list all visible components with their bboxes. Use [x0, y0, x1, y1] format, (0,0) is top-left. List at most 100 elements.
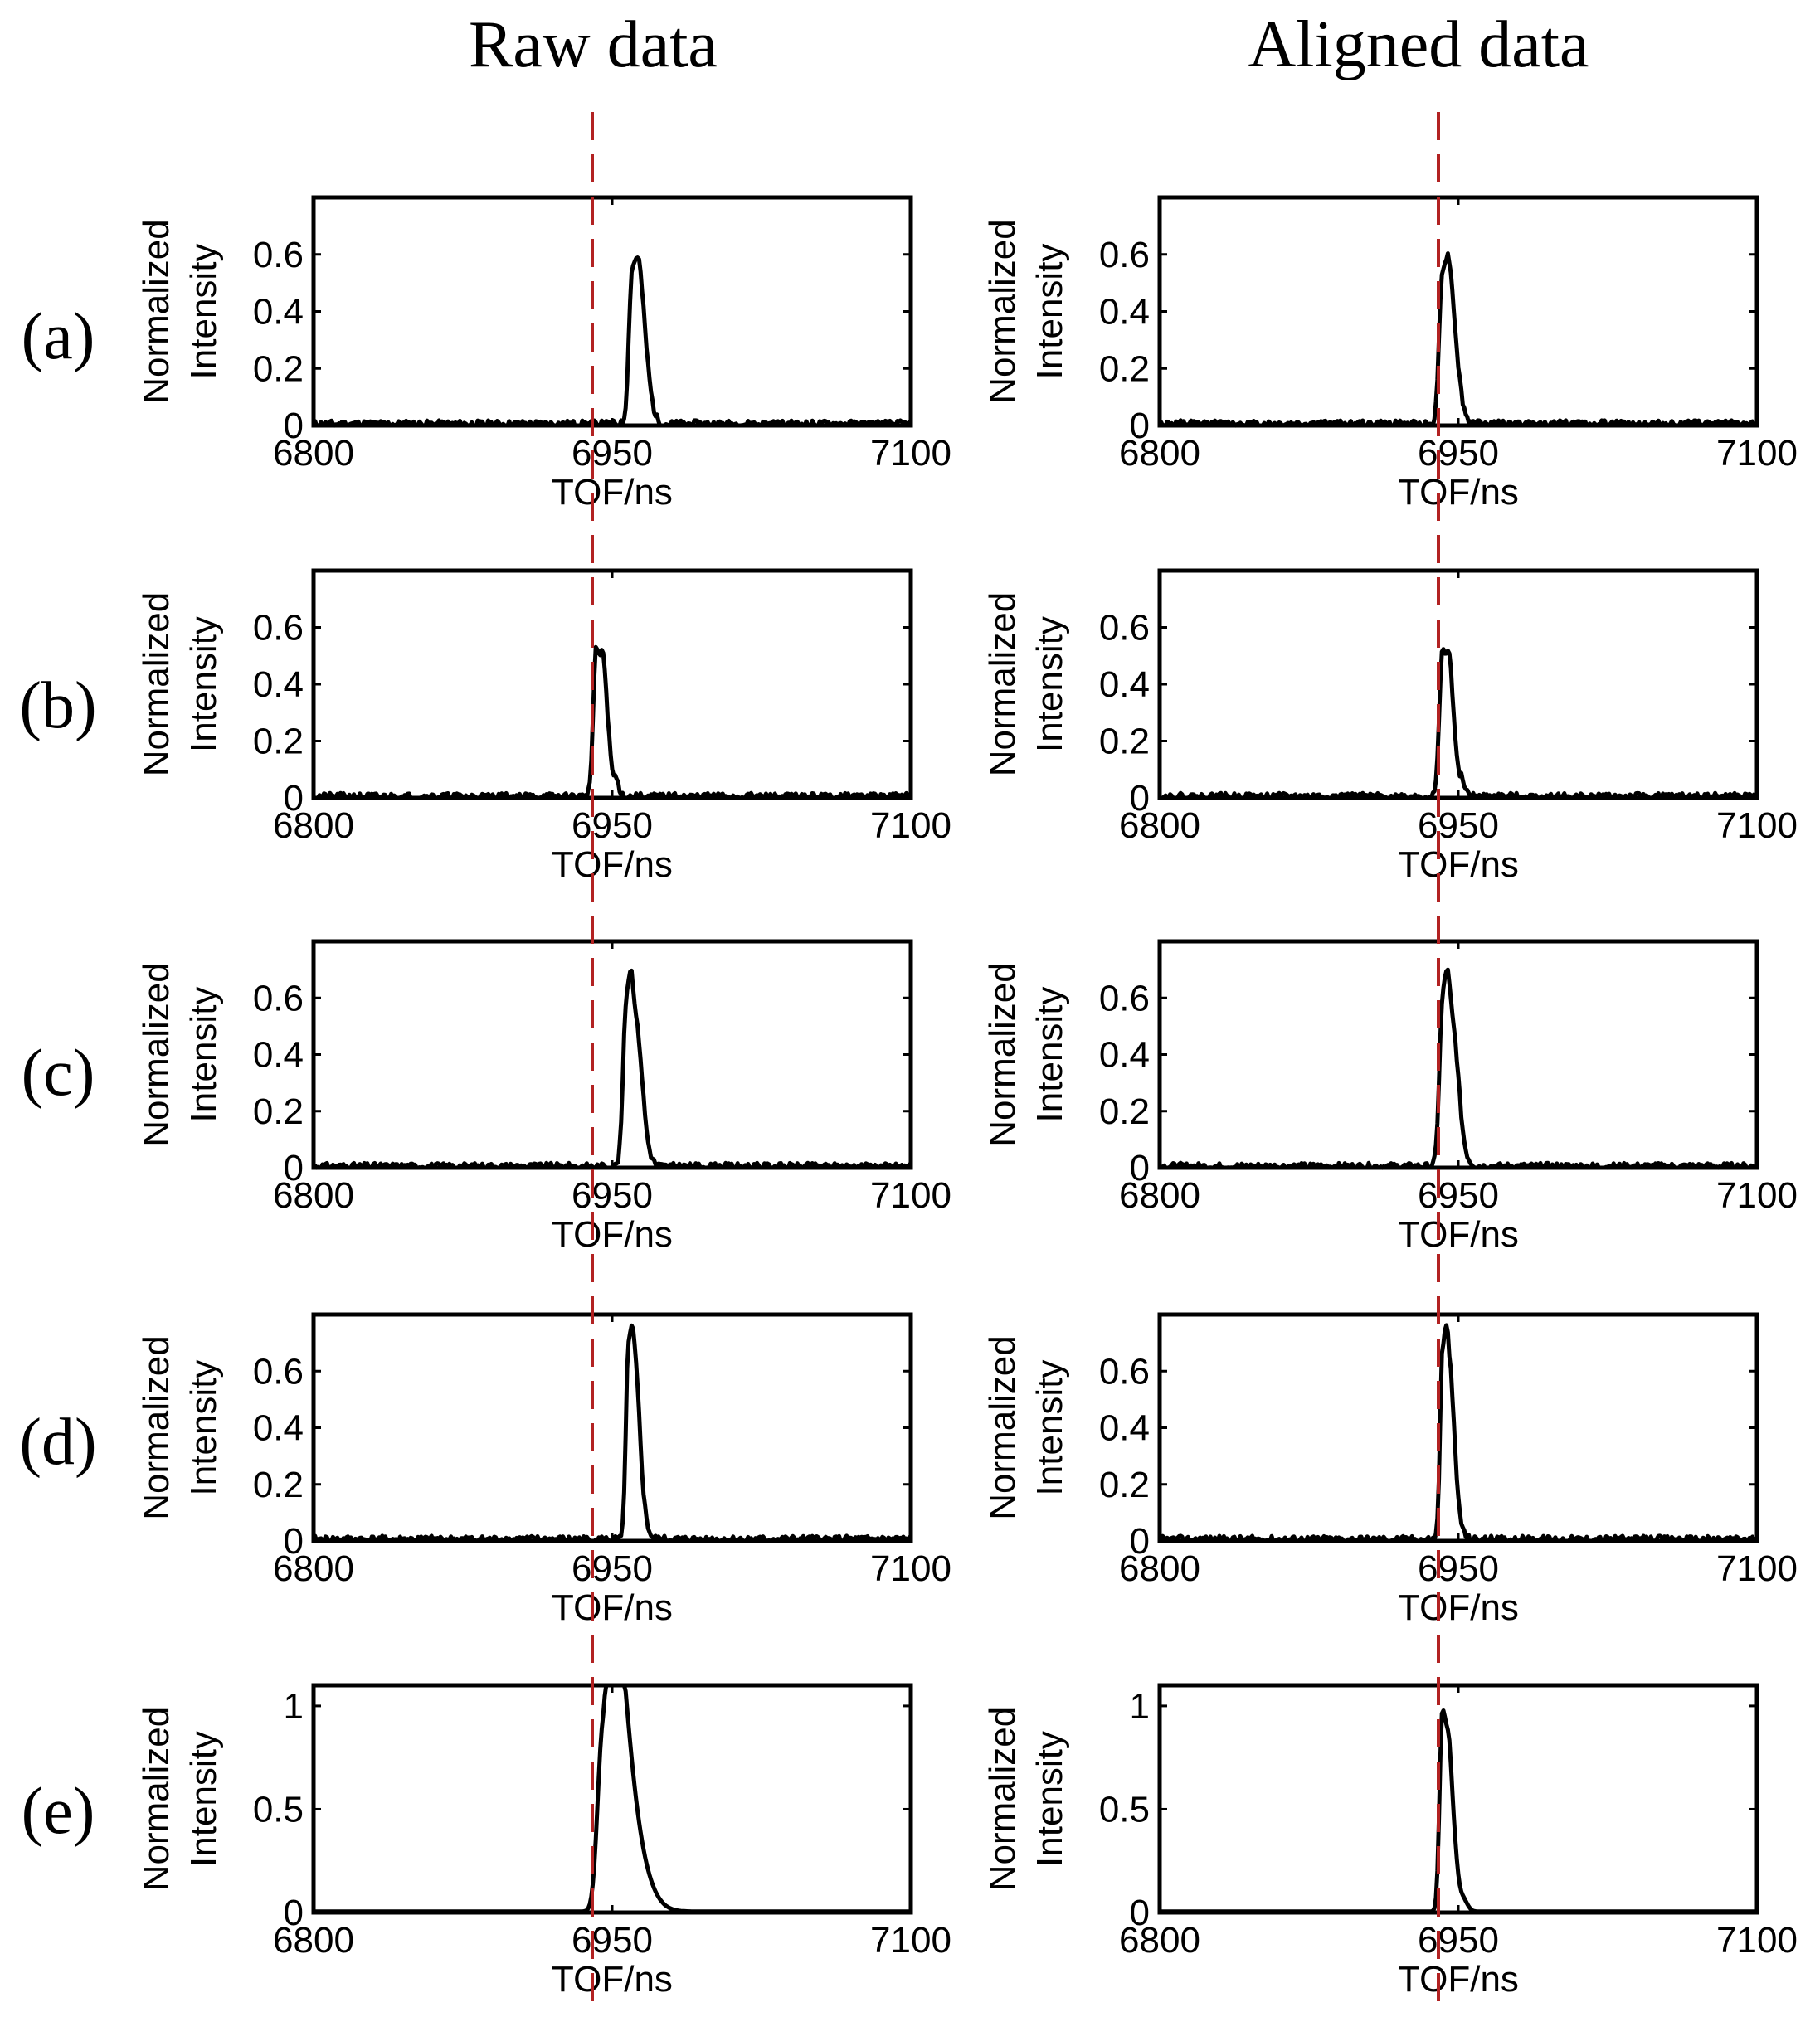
y-axis-label-aligned-b-0: Normalized: [982, 592, 1023, 777]
x-tick-label-raw-e-2: 7100: [870, 1920, 951, 1961]
y-tick-label-raw-b-2: 0.4: [253, 664, 304, 705]
x-tick-label-raw-b-0: 6800: [273, 805, 354, 846]
x-tick-label-raw-a-0: 6800: [273, 433, 354, 474]
y-tick-label-aligned-b-2: 0.4: [1099, 664, 1150, 705]
y-axis-label-aligned-a-0: Normalized: [982, 219, 1023, 404]
x-tick-label-aligned-e-0: 6800: [1119, 1920, 1200, 1961]
y-tick-label-raw-a-1: 0.2: [253, 348, 304, 389]
x-tick-label-aligned-c-0: 6800: [1119, 1175, 1200, 1216]
y-tick-label-raw-e-2: 1: [284, 1686, 304, 1727]
y-tick-label-aligned-c-1: 0.2: [1099, 1091, 1150, 1132]
series-line-raw-d: [311, 1323, 913, 1543]
y-tick-label-raw-b-0: 0: [284, 778, 304, 819]
axes-frame-raw-c: [311, 939, 913, 1170]
x-tick-label-aligned-a-0: 6800: [1119, 433, 1200, 474]
axes-frame-raw-e: [311, 1683, 913, 1915]
panel-raw-e: 6800 6950 7100 0 0.5 1 TOF/ns Normalized Intensi…: [136, 1683, 951, 2000]
y-axis-label-aligned-c-1: Intensity: [1029, 987, 1070, 1123]
series-line-aligned-a: [1157, 251, 1759, 428]
y-tick-label-raw-d-3: 0.6: [253, 1351, 304, 1392]
row-label-a: (a): [22, 300, 95, 373]
y-tick-label-aligned-d-0: 0: [1130, 1521, 1150, 1562]
x-tick-label-raw-d-0: 6800: [273, 1548, 354, 1589]
x-axis-label-aligned-b: TOF/ns: [1398, 844, 1519, 885]
y-tick-label-aligned-c-2: 0.4: [1099, 1035, 1150, 1076]
x-tick-label-aligned-c-1: 6950: [1418, 1175, 1499, 1216]
panel-aligned-e: 6800 6950 7100 0 0.5 1 TOF/ns Normalized Intensi…: [982, 1683, 1798, 2000]
y-tick-label-raw-c-1: 0.2: [253, 1091, 304, 1132]
y-axis-label-raw-a-1: Intensity: [183, 244, 224, 380]
y-tick-label-aligned-e-2: 1: [1130, 1686, 1150, 1727]
y-tick-label-aligned-a-1: 0.2: [1099, 348, 1150, 389]
y-tick-label-aligned-b-1: 0.2: [1099, 722, 1150, 762]
panel-aligned-c: 6800 6950 7100 0 0.2 0.4 0.6 TOF/ns Normalized In…: [982, 939, 1798, 1255]
series-line-aligned-c: [1157, 967, 1759, 1170]
y-tick-label-raw-d-0: 0: [284, 1521, 304, 1562]
series-line-aligned-e: [1157, 1708, 1759, 1914]
y-tick-label-raw-d-2: 0.4: [253, 1408, 304, 1449]
y-axis-label-raw-a-0: Normalized: [136, 219, 177, 404]
x-tick-label-aligned-b-1: 6950: [1418, 805, 1499, 846]
row-label-d: (d): [19, 1406, 96, 1479]
panel-raw-b: 6800 6950 7100 0 0.2 0.4 0.6 TOF/ns Normalized In…: [136, 568, 951, 885]
x-tick-label-raw-a-1: 6950: [572, 433, 653, 474]
x-axis-label-aligned-e: TOF/ns: [1398, 1959, 1519, 2000]
y-tick-label-raw-b-3: 0.6: [253, 608, 304, 649]
x-tick-label-aligned-d-1: 6950: [1418, 1548, 1499, 1589]
y-tick-label-aligned-e-0: 0: [1130, 1893, 1150, 1933]
series-line-raw-c: [311, 968, 913, 1170]
axes-frame-raw-a: [311, 195, 913, 428]
y-tick-label-raw-d-1: 0.2: [253, 1465, 304, 1505]
x-tick-label-aligned-e-1: 6950: [1418, 1920, 1499, 1961]
panel-aligned-d: 6800 6950 7100 0 0.2 0.4 0.6 TOF/ns Normalized In…: [982, 1312, 1798, 1628]
x-axis-label-aligned-c: TOF/ns: [1398, 1214, 1519, 1255]
y-tick-label-raw-e-1: 0.5: [253, 1789, 304, 1830]
y-axis-label-raw-b-0: Normalized: [136, 592, 177, 777]
panel-raw-c: 6800 6950 7100 0 0.2 0.4 0.6 TOF/ns Normalized In…: [136, 939, 951, 1255]
y-axis-label-raw-e-1: Intensity: [183, 1731, 224, 1867]
y-tick-label-aligned-a-3: 0.6: [1099, 235, 1150, 275]
panel-raw-a: 6800 6950 7100 0 0.2 0.4 0.6 TOF/ns Normalized In…: [136, 195, 951, 513]
y-tick-label-raw-a-0: 0: [284, 406, 304, 446]
x-tick-label-aligned-b-0: 6800: [1119, 805, 1200, 846]
y-tick-label-raw-a-2: 0.4: [253, 292, 304, 333]
x-tick-label-raw-d-1: 6950: [572, 1548, 653, 1589]
x-axis-label-raw-b: TOF/ns: [552, 844, 673, 885]
panel-raw-d: 6800 6950 7100 0 0.2 0.4 0.6 TOF/ns Normalized In…: [136, 1312, 951, 1628]
y-axis-label-aligned-d-1: Intensity: [1029, 1360, 1070, 1496]
x-tick-label-raw-a-2: 7100: [870, 433, 951, 474]
y-axis-label-raw-d-1: Intensity: [183, 1360, 224, 1496]
x-axis-label-aligned-d: TOF/ns: [1398, 1587, 1519, 1628]
y-tick-label-aligned-a-2: 0.4: [1099, 292, 1150, 333]
row-label-b: (b): [19, 669, 96, 742]
x-tick-label-aligned-a-1: 6950: [1418, 433, 1499, 474]
y-axis-label-raw-c-1: Intensity: [183, 987, 224, 1123]
y-axis-label-aligned-c-0: Normalized: [982, 962, 1023, 1147]
x-axis-label-raw-d: TOF/ns: [552, 1587, 673, 1628]
x-tick-label-raw-c-0: 6800: [273, 1175, 354, 1216]
x-tick-label-raw-e-1: 6950: [572, 1920, 653, 1961]
x-axis-label-raw-e: TOF/ns: [552, 1959, 673, 2000]
x-tick-label-raw-d-2: 7100: [870, 1548, 951, 1589]
row-label-e: (e): [22, 1775, 95, 1848]
series-line-aligned-d: [1157, 1323, 1759, 1543]
y-tick-label-aligned-d-3: 0.6: [1099, 1351, 1150, 1392]
y-tick-label-raw-c-2: 0.4: [253, 1035, 304, 1076]
y-axis-label-aligned-e-1: Intensity: [1029, 1731, 1070, 1867]
column-title-raw: Raw data: [469, 8, 718, 81]
series-line-raw-a: [311, 255, 913, 428]
y-tick-label-raw-a-3: 0.6: [253, 235, 304, 275]
x-tick-label-raw-b-2: 7100: [870, 805, 951, 846]
series-line-raw-b: [311, 644, 913, 800]
x-tick-label-raw-b-1: 6950: [572, 805, 653, 846]
series-line-raw-e: [311, 1683, 913, 1914]
x-tick-label-raw-c-1: 6950: [572, 1175, 653, 1216]
y-tick-label-aligned-e-1: 0.5: [1099, 1789, 1150, 1830]
y-tick-label-raw-c-0: 0: [284, 1148, 304, 1188]
x-axis-label-raw-c: TOF/ns: [552, 1214, 673, 1255]
column-title-aligned: Aligned data: [1248, 8, 1589, 81]
x-tick-label-aligned-d-2: 7100: [1716, 1548, 1798, 1589]
x-tick-label-raw-e-0: 6800: [273, 1920, 354, 1961]
y-axis-label-raw-b-1: Intensity: [183, 616, 224, 752]
